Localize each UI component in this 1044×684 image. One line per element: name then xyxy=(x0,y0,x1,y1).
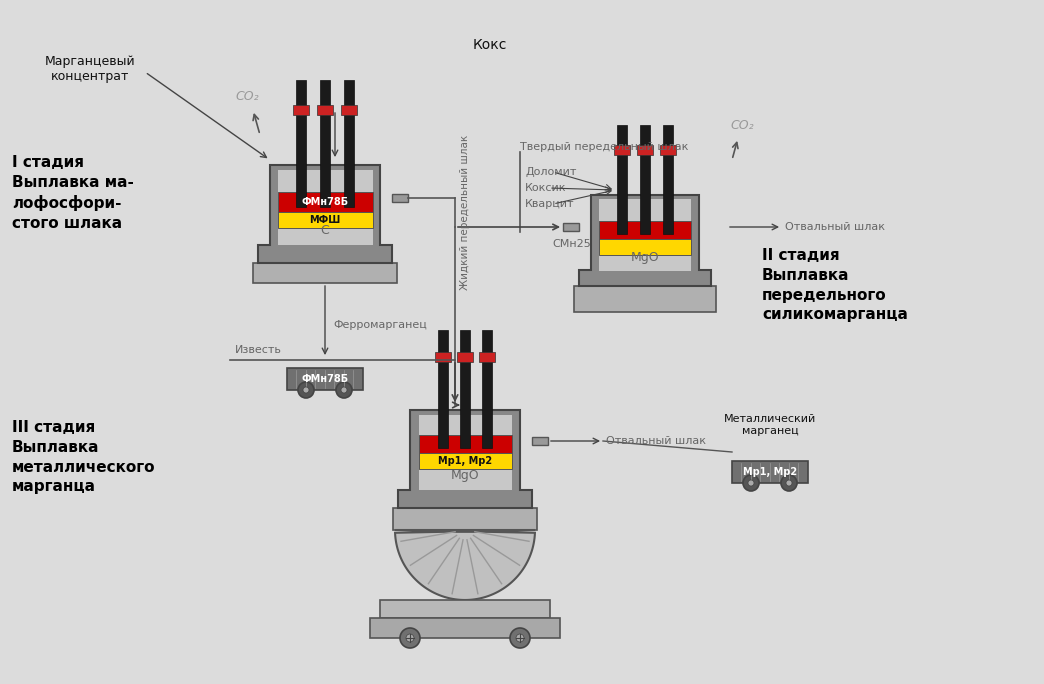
Circle shape xyxy=(303,387,309,393)
Text: Отвальный шлак: Отвальный шлак xyxy=(606,436,706,446)
Text: MgO: MgO xyxy=(631,250,660,263)
Bar xyxy=(287,368,363,390)
Circle shape xyxy=(406,634,414,642)
Bar xyxy=(640,125,650,234)
Circle shape xyxy=(341,387,347,393)
Text: I стадия
Выплавка ма-
лофосфори-
стого шлака: I стадия Выплавка ма- лофосфори- стого ш… xyxy=(11,155,134,231)
Text: Мр1, Мр2: Мр1, Мр2 xyxy=(437,456,492,466)
Bar xyxy=(278,212,373,228)
Circle shape xyxy=(298,382,314,398)
Polygon shape xyxy=(398,410,532,508)
Circle shape xyxy=(743,475,759,491)
Bar xyxy=(419,415,512,490)
Bar xyxy=(482,330,492,448)
Circle shape xyxy=(781,475,797,491)
Bar xyxy=(419,453,512,469)
Text: Коксик: Коксик xyxy=(525,183,567,193)
Bar xyxy=(457,352,473,362)
Bar xyxy=(563,223,579,231)
Text: Кварцит: Кварцит xyxy=(525,199,574,209)
Bar xyxy=(296,80,306,207)
Text: Отвальный шлак: Отвальный шлак xyxy=(785,222,885,232)
Bar xyxy=(253,263,397,283)
Bar xyxy=(660,145,677,155)
Text: Твердый передельный шлак: Твердый передельный шлак xyxy=(520,142,688,152)
Bar xyxy=(574,286,716,312)
Bar xyxy=(438,330,448,448)
Bar xyxy=(732,461,808,483)
Circle shape xyxy=(748,480,754,486)
Text: ФМн78Б: ФМн78Б xyxy=(302,374,349,384)
Bar xyxy=(317,105,333,115)
Text: II стадия
Выплавка
передельного
силикомарганца: II стадия Выплавка передельного силикома… xyxy=(762,248,908,322)
Bar xyxy=(617,125,627,234)
Text: MgO: MgO xyxy=(451,469,479,482)
Bar xyxy=(278,170,373,245)
Bar xyxy=(614,145,630,155)
Text: Известь: Известь xyxy=(235,345,282,355)
Text: Кокс: Кокс xyxy=(473,38,507,52)
Circle shape xyxy=(511,628,530,648)
Text: Доломит: Доломит xyxy=(525,167,576,177)
Text: СМн25: СМн25 xyxy=(552,239,591,249)
Bar xyxy=(663,125,673,234)
Bar xyxy=(370,618,560,638)
Text: Мр1, Мр2: Мр1, Мр2 xyxy=(743,467,797,477)
Bar xyxy=(637,145,652,155)
Polygon shape xyxy=(395,530,535,600)
Text: Жидкий передельный шлак: Жидкий передельный шлак xyxy=(460,134,470,289)
Text: CO₂: CO₂ xyxy=(235,90,259,103)
Bar xyxy=(479,352,495,362)
Text: C: C xyxy=(321,224,329,237)
Text: III стадия
Выплавка
металлического
марганца: III стадия Выплавка металлического марга… xyxy=(11,420,156,495)
Circle shape xyxy=(786,480,792,486)
Bar xyxy=(599,239,691,255)
Circle shape xyxy=(400,628,420,648)
Bar xyxy=(599,199,691,271)
Text: МФШ: МФШ xyxy=(309,215,340,225)
Bar xyxy=(435,352,451,362)
Bar xyxy=(341,105,357,115)
Bar xyxy=(293,105,309,115)
Bar xyxy=(345,80,354,207)
Circle shape xyxy=(516,634,524,642)
Bar xyxy=(393,508,537,530)
Bar xyxy=(419,435,512,453)
Bar xyxy=(380,600,550,618)
Text: Металлический
марганец: Металлический марганец xyxy=(723,415,816,436)
Circle shape xyxy=(336,382,352,398)
Bar xyxy=(460,330,470,448)
Bar xyxy=(278,192,373,212)
Bar xyxy=(321,80,330,207)
Bar xyxy=(392,194,408,202)
Polygon shape xyxy=(258,165,392,263)
Bar xyxy=(599,221,691,239)
Text: Ферромарганец: Ферромарганец xyxy=(333,320,427,330)
Bar xyxy=(532,437,548,445)
Text: CO₂: CO₂ xyxy=(730,119,754,132)
Text: Марганцевый
концентрат: Марганцевый концентрат xyxy=(45,55,136,83)
Text: ФМн78Б: ФМн78Б xyxy=(302,197,349,207)
Polygon shape xyxy=(579,195,711,286)
